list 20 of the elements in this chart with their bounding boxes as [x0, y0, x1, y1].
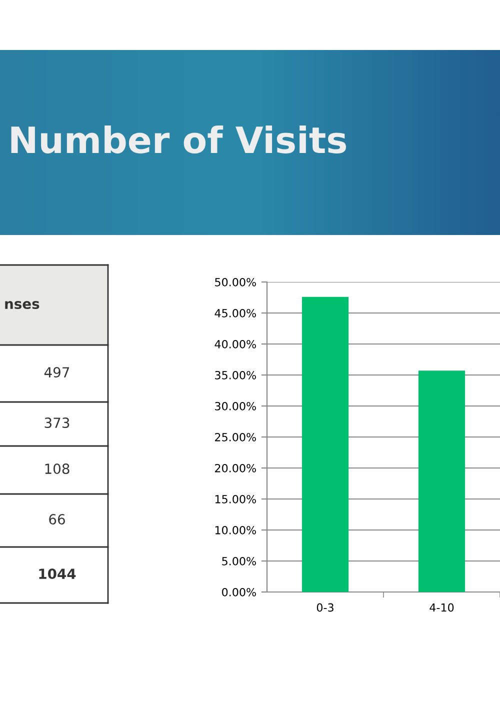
text: nses	[5, 301, 40, 310]
y-tick-label: 45.00%	[214, 308, 256, 318]
x-tick-label: 4-10	[430, 603, 454, 612]
y-tick-label: 50.00%	[215, 278, 256, 286]
y-tick-label: 30.00%	[215, 402, 256, 410]
y-tick-label: 25.00%	[215, 432, 256, 442]
chart-title: Number of Visits	[11, 126, 346, 154]
text: 373	[44, 418, 70, 428]
text: 1044	[39, 568, 76, 580]
text: 108	[45, 464, 70, 474]
y-tick-label: 5.00%	[222, 556, 256, 566]
y-tick-label: 10.00%	[215, 526, 256, 534]
text: 497	[44, 367, 70, 378]
y-tick-label: 15.00%	[215, 494, 256, 504]
x-tick-label: 0-3	[316, 603, 334, 612]
y-tick-label: 0.00%	[222, 588, 256, 596]
y-tick-label: 20.00%	[215, 464, 256, 472]
y-tick-label: 40.00%	[214, 340, 256, 348]
text: 66	[49, 514, 65, 525]
y-tick-label: 35.00%	[215, 370, 256, 380]
